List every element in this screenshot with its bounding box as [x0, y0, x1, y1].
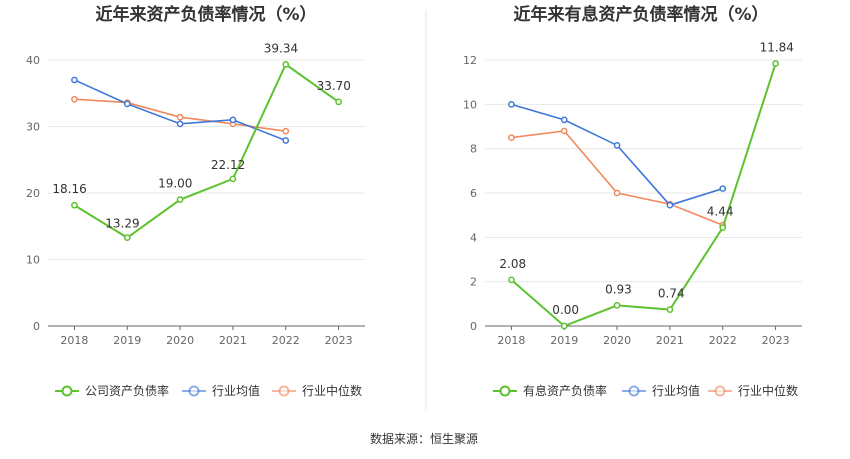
- chart-title: 近年来有息资产负债率情况（%）: [513, 4, 768, 25]
- data-point: [613, 189, 621, 197]
- data-point: [229, 175, 237, 183]
- x-tick-label: 2021: [219, 334, 247, 347]
- data-point: [560, 116, 568, 124]
- y-tick-label: 12: [463, 54, 477, 67]
- x-tick-label: 2020: [166, 334, 194, 347]
- legend-item-1[interactable]: 有息资产负债率: [493, 383, 607, 398]
- data-point: [71, 76, 78, 84]
- data-point: [176, 120, 184, 128]
- data-point: [719, 224, 727, 231]
- y-tick-label: 40: [26, 54, 40, 67]
- legend-label: 有息资产负债率: [523, 383, 607, 398]
- data-label: 39.34: [264, 41, 298, 55]
- y-tick-label: 30: [26, 121, 40, 134]
- data-label: 13.29: [105, 217, 139, 231]
- legend-label: 行业均值: [652, 383, 700, 398]
- data-label: 0.00: [552, 303, 579, 317]
- data-point: [229, 116, 237, 124]
- y-tick-label: 0: [470, 320, 477, 333]
- legend-item-3[interactable]: 行业中位数: [272, 383, 362, 398]
- data-point: [123, 234, 131, 241]
- data-label: 0.74: [658, 287, 685, 301]
- data-point: [71, 201, 78, 209]
- x-tick-label: 2023: [325, 334, 353, 347]
- x-tick-label: 2022: [709, 334, 737, 347]
- legend-marker: [278, 385, 290, 397]
- series-line-1: [510, 63, 777, 328]
- legend-item-2[interactable]: 行业均值: [182, 383, 260, 398]
- chart-panel-1: 近年来资产负债率情况（%） 0 10 20 30 40 2018 2019 2020 2021 20…: [26, 4, 365, 398]
- data-point: [176, 196, 184, 203]
- y-tick-label: 8: [470, 143, 477, 156]
- legend-marker: [628, 385, 640, 397]
- legend-label: 行业中位数: [302, 383, 362, 398]
- legend-marker: [188, 385, 200, 397]
- data-label: 2.08: [499, 257, 526, 271]
- y-tick-label: 2: [470, 276, 477, 289]
- legend-marker: [61, 385, 73, 397]
- data-point: [282, 61, 290, 68]
- data-point: [508, 276, 515, 284]
- legend-item-2[interactable]: 行业均值: [622, 383, 700, 398]
- y-tick-label: 4: [470, 231, 477, 244]
- y-tick-label: 10: [463, 98, 477, 111]
- y-tick-label: 10: [26, 254, 40, 267]
- x-tick-label: 2020: [603, 334, 631, 347]
- data-label: 22.12: [211, 158, 245, 172]
- data-label: 33.70: [317, 79, 351, 93]
- data-point: [282, 127, 290, 135]
- data-point: [613, 141, 621, 149]
- data-point: [123, 100, 131, 108]
- data-label: 0.93: [605, 282, 632, 296]
- data-point: [335, 98, 342, 106]
- source-note: 数据来源：恒生聚源: [370, 431, 478, 446]
- data-label: 11.84: [760, 41, 794, 55]
- legend-item-3[interactable]: 行业中位数: [708, 383, 798, 398]
- x-tick-label: 2023: [762, 334, 790, 347]
- data-label: 19.00: [158, 177, 192, 191]
- x-tick-label: 2022: [272, 334, 300, 347]
- data-label: 4.44: [707, 205, 734, 219]
- chart-title: 近年来资产负债率情况（%）: [95, 4, 316, 25]
- x-tick-label: 2021: [656, 334, 684, 347]
- legend-label: 行业均值: [212, 383, 260, 398]
- data-point: [508, 134, 515, 141]
- legend-label: 行业中位数: [738, 383, 798, 398]
- data-point: [176, 113, 184, 121]
- data-point: [666, 306, 674, 313]
- legend-label: 公司资产负债率: [85, 383, 169, 398]
- y-tick-label: 20: [26, 187, 40, 200]
- series-line-1: [73, 62, 340, 239]
- chart-panel-2: 近年来有息资产负债率情况（%） 0 2 4 6 8 10 12 2018 2019 2020 2021…: [463, 4, 802, 398]
- data-point: [666, 201, 674, 209]
- data-point: [282, 137, 290, 144]
- y-tick-label: 6: [470, 187, 477, 200]
- data-point: [613, 302, 621, 309]
- legend-item-1[interactable]: 公司资产负债率: [55, 383, 169, 398]
- data-point: [560, 322, 568, 330]
- y-tick-label: 0: [33, 320, 40, 333]
- x-tick-label: 2019: [113, 334, 141, 347]
- data-label: 18.16: [52, 182, 86, 196]
- data-point: [560, 127, 568, 135]
- legend-marker: [499, 385, 511, 397]
- legend-marker: [714, 385, 726, 397]
- x-tick-label: 2018: [497, 334, 525, 347]
- x-tick-label: 2019: [550, 334, 578, 347]
- data-point: [71, 95, 78, 103]
- data-point: [719, 185, 727, 192]
- data-point: [508, 100, 515, 108]
- data-point: [772, 60, 779, 67]
- x-tick-label: 2018: [60, 334, 88, 347]
